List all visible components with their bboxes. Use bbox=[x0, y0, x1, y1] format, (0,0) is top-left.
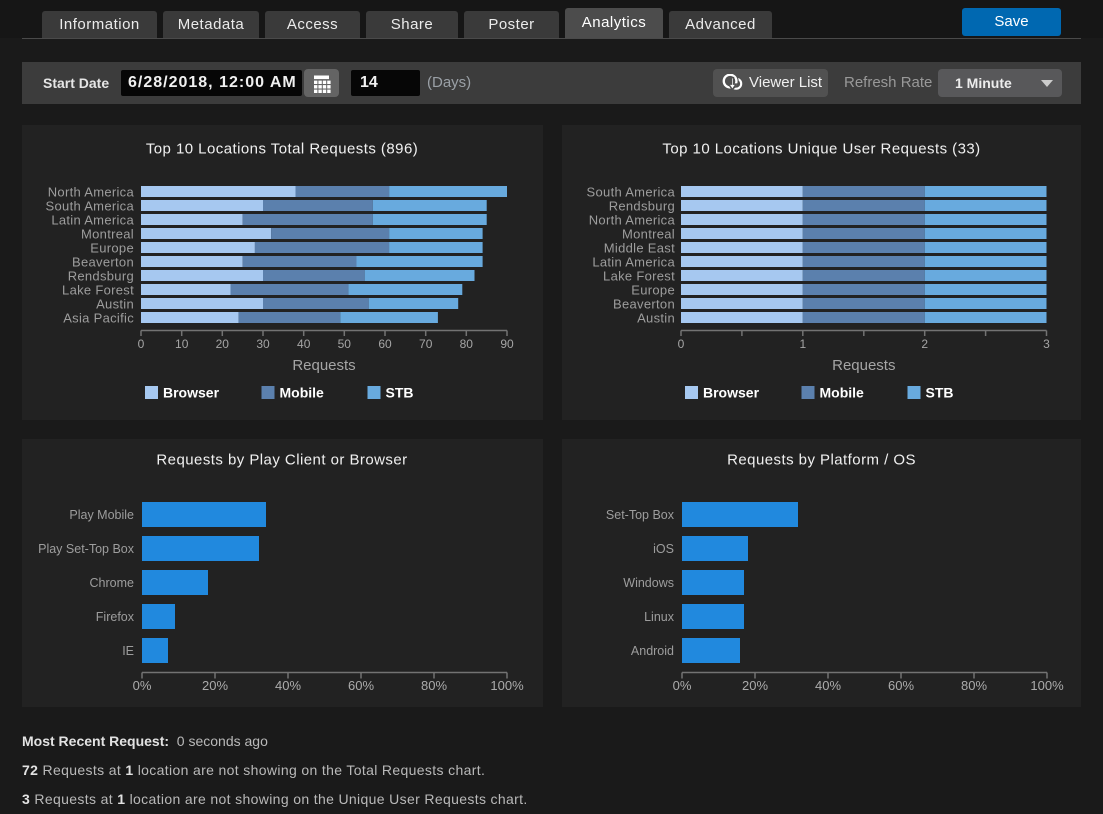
svg-text:60%: 60% bbox=[348, 678, 374, 693]
svg-text:60%: 60% bbox=[888, 678, 914, 693]
svg-text:Android: Android bbox=[631, 644, 674, 658]
svg-text:Montreal: Montreal bbox=[81, 227, 134, 242]
svg-text:100%: 100% bbox=[1030, 678, 1064, 693]
svg-text:South America: South America bbox=[46, 199, 135, 214]
svg-text:80%: 80% bbox=[421, 678, 447, 693]
svg-text:70: 70 bbox=[419, 337, 433, 351]
svg-text:Requests by Platform / OS: Requests by Platform / OS bbox=[727, 452, 916, 469]
svg-text:0%: 0% bbox=[133, 678, 152, 693]
svg-text:40%: 40% bbox=[275, 678, 301, 693]
svg-text:10: 10 bbox=[175, 337, 189, 351]
svg-text:Top 10 Locations Total Request: Top 10 Locations Total Requests (896) bbox=[146, 141, 418, 158]
svg-text:Windows: Windows bbox=[623, 576, 674, 590]
svg-text:Mobile: Mobile bbox=[280, 385, 325, 401]
svg-text:Linux: Linux bbox=[644, 610, 675, 624]
svg-text:North America: North America bbox=[589, 213, 676, 228]
svg-text:Beaverton: Beaverton bbox=[613, 297, 675, 312]
svg-text:IE: IE bbox=[122, 644, 134, 658]
svg-text:North America: North America bbox=[48, 185, 135, 200]
svg-text:2: 2 bbox=[921, 337, 928, 351]
svg-text:Latin America: Latin America bbox=[592, 255, 675, 270]
svg-text:Europe: Europe bbox=[631, 283, 675, 298]
svg-text:Europe: Europe bbox=[90, 241, 134, 256]
svg-text:iOS: iOS bbox=[653, 542, 674, 556]
svg-text:South America: South America bbox=[587, 185, 676, 200]
svg-text:Latin America: Latin America bbox=[51, 213, 134, 228]
svg-text:Browser: Browser bbox=[703, 385, 760, 401]
svg-text:Play Mobile: Play Mobile bbox=[69, 508, 134, 522]
svg-text:0: 0 bbox=[678, 337, 685, 351]
svg-text:Montreal: Montreal bbox=[622, 227, 675, 242]
svg-text:Play Set-Top Box: Play Set-Top Box bbox=[38, 542, 135, 556]
svg-text:Requests: Requests bbox=[292, 357, 355, 374]
svg-text:Rendsburg: Rendsburg bbox=[609, 199, 675, 214]
svg-text:Middle East: Middle East bbox=[604, 241, 675, 256]
svg-text:Browser: Browser bbox=[163, 385, 220, 401]
svg-text:20: 20 bbox=[216, 337, 230, 351]
svg-text:50: 50 bbox=[338, 337, 352, 351]
svg-text:Austin: Austin bbox=[96, 297, 134, 312]
svg-text:Beaverton: Beaverton bbox=[72, 255, 134, 270]
svg-text:40: 40 bbox=[297, 337, 311, 351]
svg-text:0: 0 bbox=[138, 337, 145, 351]
svg-text:STB: STB bbox=[926, 385, 954, 401]
svg-text:Firefox: Firefox bbox=[96, 610, 135, 624]
svg-text:Requests: Requests bbox=[832, 357, 895, 374]
svg-text:60: 60 bbox=[378, 337, 392, 351]
svg-text:1: 1 bbox=[799, 337, 806, 351]
svg-text:Requests by Play Client or Bro: Requests by Play Client or Browser bbox=[156, 452, 407, 469]
svg-text:20%: 20% bbox=[742, 678, 768, 693]
svg-text:100%: 100% bbox=[490, 678, 524, 693]
svg-text:40%: 40% bbox=[815, 678, 841, 693]
svg-text:STB: STB bbox=[386, 385, 414, 401]
svg-text:20%: 20% bbox=[202, 678, 228, 693]
svg-text:Mobile: Mobile bbox=[820, 385, 865, 401]
svg-text:Asia Pacific: Asia Pacific bbox=[63, 311, 134, 326]
svg-text:30: 30 bbox=[256, 337, 270, 351]
svg-text:Top 10 Locations Unique User R: Top 10 Locations Unique User Requests (3… bbox=[662, 141, 980, 158]
svg-text:80%: 80% bbox=[961, 678, 987, 693]
svg-text:Set-Top Box: Set-Top Box bbox=[606, 508, 675, 522]
svg-text:90: 90 bbox=[500, 337, 514, 351]
svg-text:Austin: Austin bbox=[637, 311, 675, 326]
svg-text:Lake Forest: Lake Forest bbox=[603, 269, 675, 284]
svg-text:Rendsburg: Rendsburg bbox=[68, 269, 134, 284]
svg-text:80: 80 bbox=[460, 337, 474, 351]
svg-text:3: 3 bbox=[1043, 337, 1050, 351]
svg-text:0%: 0% bbox=[673, 678, 692, 693]
svg-text:Lake Forest: Lake Forest bbox=[62, 283, 134, 298]
svg-text:Chrome: Chrome bbox=[90, 576, 135, 590]
